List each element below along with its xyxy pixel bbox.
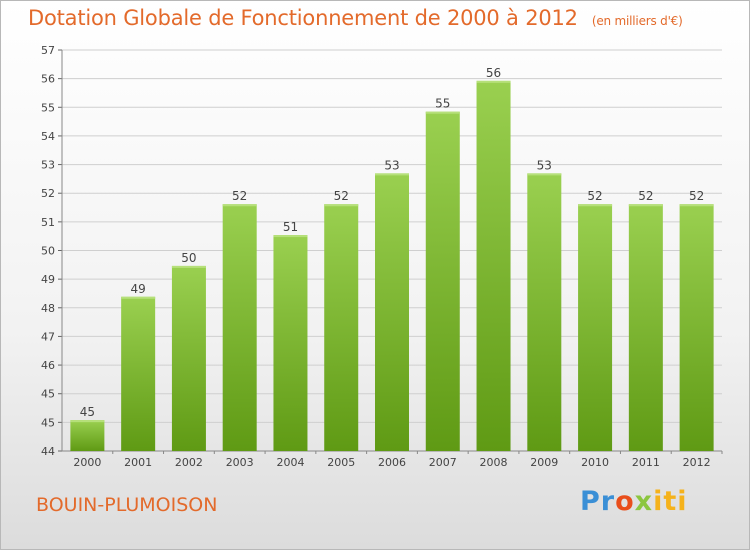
y-tick-label: 57 [41, 44, 55, 57]
y-tick-label: 51 [41, 216, 55, 229]
bar-highlight [375, 173, 409, 176]
x-tick-label-2004: 2004 [276, 456, 304, 469]
x-tick-label-2006: 2006 [378, 456, 406, 469]
town-name: BOUIN-PLUMOISON [36, 494, 218, 516]
bar-highlight [121, 296, 156, 299]
bar-2004 [273, 235, 308, 451]
bar-2006 [375, 173, 409, 451]
bar-2009 [527, 173, 562, 451]
y-tick-label: 47 [41, 330, 55, 343]
data-label-2004: 51 [283, 220, 298, 234]
data-label-2010: 52 [587, 189, 602, 203]
y-tick-label: 50 [41, 245, 55, 258]
data-label-2005: 52 [334, 189, 349, 203]
bar-highlight [171, 265, 206, 268]
bar-highlight [527, 173, 562, 176]
x-tick-label-2005: 2005 [327, 456, 355, 469]
data-label-2003: 52 [232, 189, 247, 203]
bar-2000 [70, 420, 105, 451]
x-tick-label-2011: 2011 [632, 456, 660, 469]
bar-2010 [578, 204, 613, 451]
x-tick-label-2000: 2000 [73, 456, 101, 469]
bar-highlight [476, 80, 511, 83]
bar-2003 [222, 204, 257, 451]
bar-highlight [679, 204, 714, 207]
y-tick-label: 55 [41, 101, 55, 114]
y-tick-label: 45 [41, 388, 55, 401]
bar-2001 [121, 296, 156, 451]
bar-2012 [679, 204, 714, 451]
data-label-2012: 52 [689, 189, 704, 203]
bar-highlight [425, 111, 460, 114]
bar-highlight [324, 204, 359, 207]
data-label-2011: 52 [638, 189, 653, 203]
data-label-2009: 53 [537, 158, 552, 172]
bar-2011 [628, 204, 663, 451]
y-tick-label: 53 [41, 159, 55, 172]
x-tick-label-2003: 2003 [226, 456, 254, 469]
bar-2002 [171, 265, 206, 451]
y-tick-label: 52 [41, 187, 55, 200]
y-tick-label: 44 [41, 445, 55, 458]
x-tick-label-2001: 2001 [124, 456, 152, 469]
x-tick-label-2002: 2002 [175, 456, 203, 469]
x-tick-label-2008: 2008 [480, 456, 508, 469]
bar-highlight [628, 204, 663, 207]
y-tick-label: 49 [41, 273, 55, 286]
y-tick-label: 46 [41, 359, 55, 372]
bar-highlight [273, 235, 308, 238]
x-tick-label-2010: 2010 [581, 456, 609, 469]
y-tick-label: 56 [41, 73, 55, 86]
y-tick-label: 54 [41, 130, 55, 143]
y-tick-label: 48 [41, 302, 55, 315]
bar-highlight [578, 204, 613, 207]
x-tick-label-2012: 2012 [683, 456, 711, 469]
bar-2007 [425, 111, 460, 451]
chart-title-text: Dotation Globale de Fonctionnement de 20… [28, 6, 578, 30]
bar-2005 [324, 204, 359, 451]
bar-highlight [222, 204, 257, 207]
x-tick-label-2007: 2007 [429, 456, 457, 469]
data-label-2000: 45 [80, 405, 95, 419]
chart-title: Dotation Globale de Fonctionnement de 20… [28, 6, 683, 30]
bars [70, 80, 714, 451]
data-label-2001: 49 [131, 282, 146, 296]
data-label-2007: 55 [435, 97, 450, 111]
chart-subtitle: (en milliers d'€) [591, 14, 683, 28]
y-tick-label: 45 [41, 416, 55, 429]
proxiti-logo: Proxiti [580, 486, 688, 517]
data-label-2002: 50 [181, 251, 196, 265]
bar-2008 [476, 80, 511, 451]
labels: 44 45 45 46 47 48 49 50 51 52 53 54 55 56 57 45 2000 49 20… [41, 44, 711, 469]
bar-highlight [70, 420, 105, 423]
data-label-2006: 53 [384, 158, 399, 172]
x-tick-label-2009: 2009 [530, 456, 558, 469]
data-label-2008: 56 [486, 66, 501, 80]
